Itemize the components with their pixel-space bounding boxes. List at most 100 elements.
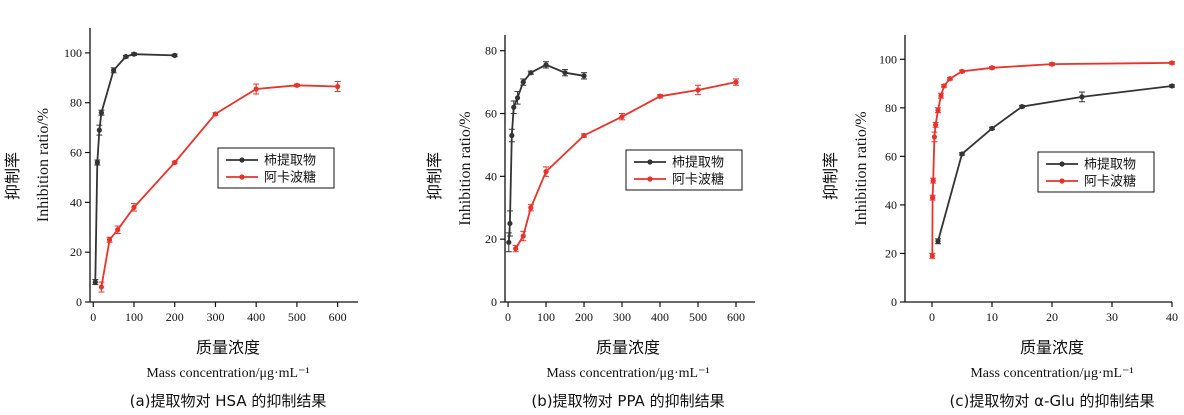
x-tick-label: 40	[1166, 310, 1178, 324]
data-point	[511, 104, 517, 110]
legend-box	[217, 147, 335, 189]
legend-swatch-marker	[239, 174, 245, 180]
panel-caption: (a)提取物对 HSA 的抑制结果	[130, 392, 327, 410]
legend-swatch-marker	[647, 176, 653, 182]
legend-swatch-marker	[1059, 161, 1065, 167]
data-point	[115, 227, 121, 233]
legend-entry: 阿卡波糖	[264, 170, 316, 186]
data-point	[581, 73, 587, 79]
data-point	[106, 237, 113, 243]
data-point	[543, 169, 549, 175]
series-line	[937, 85, 1173, 242]
x-tick-label: 200	[166, 310, 184, 324]
x-axis-label-cn: 质量浓度	[1020, 338, 1084, 357]
legend-swatch-marker	[239, 157, 245, 163]
series-line	[94, 53, 175, 283]
data-point	[935, 238, 941, 244]
y-tick-label: 20	[70, 245, 82, 259]
x-tick-label: 600	[727, 310, 745, 324]
data-point	[938, 93, 944, 99]
data-point	[513, 246, 519, 252]
data-point	[96, 127, 102, 133]
data-point	[520, 233, 526, 239]
y-tick-label: 60	[485, 107, 497, 121]
data-point	[172, 52, 178, 59]
data-point	[562, 70, 568, 76]
y-axis-label-cn: 抑制率	[425, 152, 444, 200]
legend-swatch-marker	[1059, 178, 1065, 184]
data-point	[253, 86, 259, 92]
y-tick-label: 60	[70, 146, 82, 160]
data-point	[514, 95, 521, 101]
y-axis-label-en: Inhibition ratio/%	[457, 111, 474, 225]
x-axis-label-cn: 质量浓度	[196, 338, 260, 357]
data-point	[520, 79, 526, 85]
legend-swatch-marker	[647, 159, 653, 165]
y-axis-label-en: Inhibition ratio/%	[35, 108, 52, 222]
chart-panel-0: 0 20 40 60 80 100 0 100 200 300 400 500 600 Inhibitio…	[3, 28, 358, 410]
x-tick-label: 20	[1046, 310, 1058, 324]
chart-panel-2: 0 20 40 60 80 100 0 10 20 30 40 Inhibition ratio/% 抑…	[821, 35, 1178, 410]
data-point	[1169, 83, 1175, 89]
legend-box	[1037, 151, 1155, 193]
x-tick-label: 600	[329, 310, 347, 324]
x-tick-label: 0	[90, 310, 96, 324]
data-point	[933, 122, 939, 128]
data-point	[212, 111, 219, 117]
data-point	[930, 178, 936, 184]
legend-entry: 柿提取物	[1084, 157, 1136, 173]
y-tick-label: 80	[70, 96, 82, 110]
data-point	[111, 67, 117, 73]
y-tick-label: 20	[485, 232, 497, 246]
data-point	[959, 151, 965, 157]
data-point	[941, 83, 947, 89]
data-point	[528, 205, 534, 211]
y-tick-label: 20	[885, 246, 897, 260]
data-point	[930, 195, 936, 201]
data-point	[657, 93, 663, 99]
x-axis-label-en: Mass concentration/μg·mL⁻¹	[970, 366, 1133, 381]
x-tick-label: 500	[288, 310, 306, 324]
data-point	[509, 132, 515, 139]
data-point	[507, 220, 513, 227]
x-tick-label: 500	[689, 310, 707, 324]
series-0	[935, 83, 1175, 245]
x-axis-label-en: Mass concentration/μg·mL⁻¹	[546, 366, 709, 381]
y-tick-label: 0	[76, 295, 82, 309]
x-axis-label-cn: 质量浓度	[596, 338, 660, 357]
x-tick-label: 400	[247, 310, 265, 324]
series-line	[507, 63, 585, 243]
x-tick-label: 30	[1106, 310, 1118, 324]
series-0	[92, 51, 178, 286]
data-point	[123, 54, 129, 60]
series-1	[512, 78, 740, 253]
series-1	[929, 60, 1175, 259]
y-axis-label-en: Inhibition ratio/%	[853, 111, 870, 225]
y-tick-label: 40	[485, 169, 497, 183]
data-point	[695, 87, 701, 93]
data-point	[94, 159, 100, 166]
x-tick-label: 400	[651, 310, 669, 324]
data-point	[543, 62, 549, 68]
y-tick-label: 0	[891, 295, 897, 309]
data-point	[335, 83, 341, 90]
data-point	[92, 279, 98, 285]
legend-box	[625, 149, 743, 191]
x-axis-label-en: Mass concentration/μg·mL⁻¹	[146, 366, 309, 381]
data-point	[506, 239, 512, 245]
y-tick-label: 100	[64, 46, 82, 60]
y-tick-label: 0	[491, 295, 497, 309]
data-point	[1019, 104, 1025, 110]
data-point	[989, 125, 995, 132]
data-point	[1079, 94, 1085, 100]
data-point	[172, 159, 178, 166]
x-tick-label: 300	[206, 310, 224, 324]
data-point	[98, 284, 105, 290]
y-tick-label: 40	[70, 195, 82, 209]
y-axis-label-cn: 抑制率	[3, 152, 22, 200]
data-point	[935, 107, 941, 113]
